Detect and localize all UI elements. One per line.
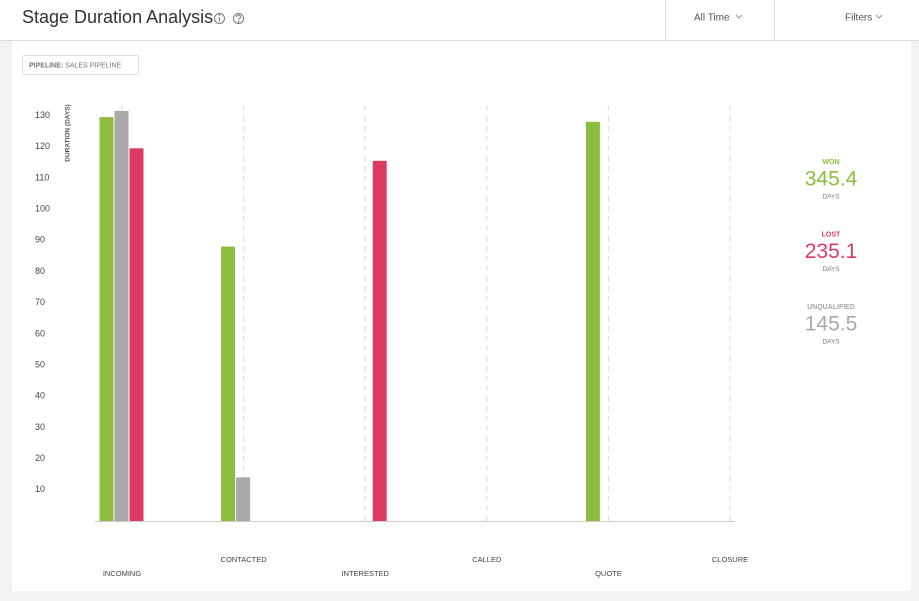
- y-tick-label: 110: [35, 172, 49, 182]
- summary-unit: DAYS: [822, 339, 840, 346]
- summary-value: 345.4: [805, 168, 858, 191]
- x-tick-label: CLOSURE: [712, 555, 748, 564]
- pipeline-badge-text: PIPELINE: SALES PIPELINE: [29, 62, 122, 69]
- summary-label: UNQUALIFIED: [807, 304, 855, 311]
- summary-unit: DAYS: [822, 266, 840, 273]
- summary-value: 145.5: [805, 313, 858, 336]
- y-tick-label: 70: [35, 297, 45, 307]
- chevron: [875, 14, 883, 19]
- chart: 10 20 30 40 50 60 70 80 90 100 110 120 130 INCOMING CO…: [35, 106, 748, 578]
- pipeline-badge: [22, 55, 139, 75]
- summary: WON 345.4 DAYS LOST 235.1 DAYS UNQUALIFIED 145.…: [805, 159, 858, 346]
- pipeline-value: SALES PIPELINE: [65, 62, 121, 69]
- filters-dropdown[interactable]: Filters: [845, 13, 872, 24]
- summary-label: LOST: [822, 231, 841, 238]
- x-tick-label: QUOTE: [595, 569, 622, 578]
- bar: [372, 160, 387, 522]
- info-icon[interactable]: [214, 13, 225, 24]
- bar: [221, 246, 236, 521]
- bar: [129, 148, 144, 521]
- y-tick-label: 40: [35, 391, 45, 401]
- y-tick-label: 60: [35, 328, 45, 338]
- y-tick-label: 10: [35, 484, 45, 494]
- bar: [585, 121, 600, 522]
- bar: [236, 477, 251, 521]
- summary-unit: DAYS: [822, 194, 840, 201]
- summary-value: 235.1: [805, 240, 858, 263]
- y-tick-label: 130: [35, 110, 50, 120]
- x-tick-label: INTERESTED: [341, 569, 389, 578]
- y-tick-label: 90: [35, 235, 45, 245]
- y-tick-label: 80: [35, 266, 45, 276]
- bar: [99, 117, 114, 521]
- chevron: [735, 14, 743, 19]
- y-tick-label: 20: [35, 453, 45, 463]
- summary-label: WON: [822, 159, 839, 166]
- y-tick-label: 30: [35, 422, 45, 432]
- panel: [12, 41, 911, 591]
- y-tick-label: 120: [35, 141, 50, 151]
- x-tick-label: CALLED: [472, 555, 502, 564]
- y-tick-label: 100: [35, 204, 50, 214]
- x-tick-label: INCOMING: [103, 569, 141, 578]
- y-tick-label: 50: [35, 359, 45, 369]
- header-bar: [0, 0, 919, 40]
- bar: [114, 110, 129, 521]
- help-icon[interactable]: [233, 13, 244, 24]
- x-tick-label: CONTACTED: [221, 555, 268, 564]
- page-title: Stage Duration Analysis: [22, 7, 213, 27]
- range-dropdown[interactable]: All Time: [694, 13, 730, 24]
- y-axis-title: DURATION (DAYS): [65, 104, 72, 161]
- pipeline-label: PIPELINE:: [29, 62, 63, 69]
